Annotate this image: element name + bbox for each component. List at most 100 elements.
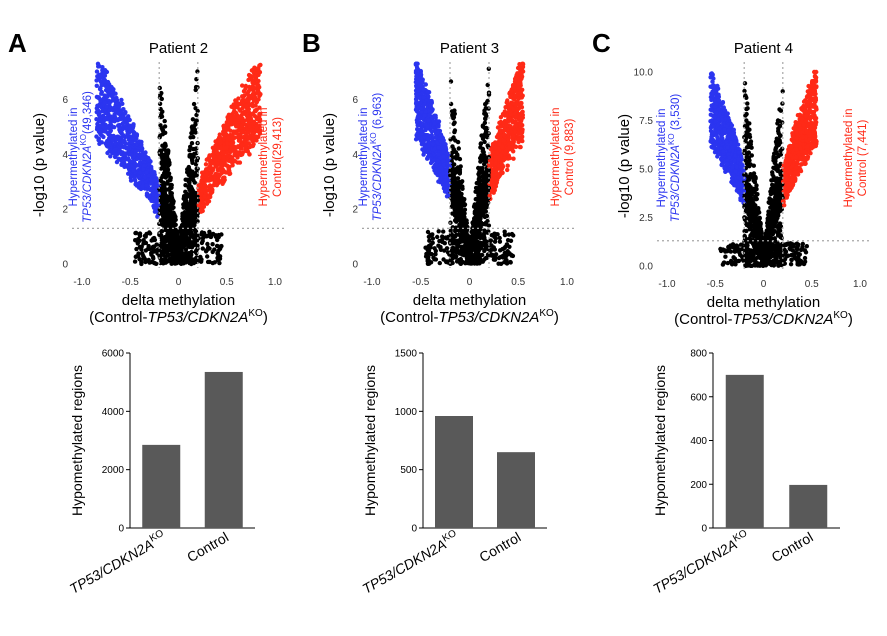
volcano-point bbox=[429, 98, 434, 104]
volcano-point bbox=[162, 191, 168, 196]
volcano-point bbox=[478, 253, 483, 258]
volcano-point bbox=[437, 260, 442, 266]
volcano-point bbox=[476, 218, 482, 223]
volcano-point bbox=[191, 101, 197, 107]
volcano-point bbox=[94, 69, 100, 74]
volcano-point bbox=[94, 117, 99, 122]
volcano-point bbox=[247, 144, 253, 150]
panel-title: Patient 2 bbox=[149, 40, 208, 57]
volcano-point bbox=[250, 104, 256, 109]
volcano-point bbox=[189, 141, 195, 146]
volcano-point bbox=[114, 159, 120, 165]
volcano-point bbox=[143, 248, 149, 253]
volcano-point bbox=[187, 148, 192, 153]
volcano-point bbox=[152, 249, 157, 254]
volcano-point bbox=[244, 148, 249, 154]
volcano-point bbox=[518, 100, 524, 106]
volcano-point bbox=[137, 257, 142, 262]
volcano-point bbox=[164, 196, 169, 202]
volcano-point bbox=[133, 149, 139, 154]
volcano-point bbox=[140, 251, 145, 256]
volcano-point bbox=[104, 104, 109, 110]
volcano-point bbox=[137, 238, 142, 243]
volcano-point bbox=[133, 162, 138, 167]
volcano-point bbox=[127, 127, 132, 132]
volcano-point bbox=[511, 101, 516, 106]
volcano-point bbox=[425, 156, 430, 161]
volcano-point bbox=[515, 137, 521, 142]
volcano-point bbox=[221, 175, 226, 181]
volcano-point bbox=[152, 235, 157, 241]
volcano-point bbox=[185, 219, 191, 224]
volcano-point bbox=[490, 173, 495, 178]
volcano-point bbox=[216, 173, 222, 179]
volcano-point bbox=[157, 101, 163, 107]
volcano-point bbox=[125, 131, 130, 137]
y-tick-label: 6 bbox=[62, 95, 68, 106]
volcano-point bbox=[506, 232, 512, 237]
x-tick-label: -0.5 bbox=[122, 277, 140, 288]
volcano-point bbox=[202, 182, 208, 188]
volcano-point bbox=[513, 78, 518, 83]
ko-count: (49,346) bbox=[82, 91, 94, 134]
volcano-point bbox=[494, 169, 499, 175]
panel-title: Patient 3 bbox=[440, 40, 499, 57]
volcano-point bbox=[433, 135, 438, 140]
volcano-point bbox=[151, 170, 156, 176]
x-tick-label: 0.5 bbox=[220, 277, 234, 288]
volcano-point bbox=[219, 161, 224, 166]
volcano-point bbox=[118, 142, 124, 147]
volcano-point bbox=[483, 106, 488, 111]
volcano-point bbox=[190, 127, 195, 133]
volcano-point bbox=[202, 194, 207, 199]
volcano-point bbox=[96, 136, 102, 141]
volcano-point bbox=[143, 234, 148, 239]
category-label-text: TP53/CDKN2AKO bbox=[66, 528, 169, 597]
volcano-point bbox=[186, 244, 191, 249]
volcano-point bbox=[168, 175, 173, 180]
volcano-point bbox=[243, 141, 249, 146]
volcano-point bbox=[162, 146, 167, 152]
volcano-point bbox=[227, 171, 233, 176]
volcano-point bbox=[232, 121, 238, 126]
volcano-point bbox=[193, 229, 198, 234]
volcano-point bbox=[501, 246, 507, 251]
x-label-prefix: (Control- bbox=[89, 309, 147, 326]
volcano-point bbox=[165, 213, 171, 219]
volcano-point bbox=[437, 238, 442, 244]
volcano-point bbox=[213, 139, 218, 144]
volcano-point bbox=[110, 93, 115, 98]
volcano-point bbox=[234, 131, 239, 136]
volcano-point bbox=[116, 123, 121, 128]
volcano-point bbox=[112, 147, 118, 152]
volcano-point bbox=[133, 182, 138, 187]
volcano-point bbox=[166, 171, 172, 176]
bar-y-tick-label: 4000 bbox=[102, 407, 125, 418]
bar-y-tick-label: 2000 bbox=[102, 465, 125, 476]
volcano-point bbox=[502, 156, 507, 161]
volcano-point bbox=[243, 98, 249, 103]
volcano-point bbox=[240, 119, 245, 124]
volcano-point bbox=[105, 79, 111, 85]
volcano-point bbox=[231, 158, 236, 164]
volcano-point bbox=[122, 111, 128, 116]
volcano-point bbox=[172, 233, 177, 238]
volcano-point bbox=[208, 170, 214, 175]
volcano-point bbox=[414, 67, 420, 72]
volcano-point bbox=[186, 240, 191, 245]
category-name: Control bbox=[184, 529, 231, 565]
category-name: TP53/CDKN2A bbox=[67, 536, 157, 597]
volcano-point bbox=[146, 157, 152, 163]
volcano-point bbox=[246, 109, 251, 115]
volcano-point bbox=[258, 92, 263, 97]
volcano-point bbox=[183, 198, 189, 203]
volcano-point bbox=[112, 125, 117, 130]
volcano-point bbox=[236, 115, 241, 120]
volcano-point bbox=[160, 207, 165, 213]
volcano-point bbox=[217, 260, 222, 266]
volcano-point bbox=[115, 101, 121, 106]
volcano-point bbox=[479, 234, 485, 240]
volcano-point bbox=[256, 97, 261, 102]
